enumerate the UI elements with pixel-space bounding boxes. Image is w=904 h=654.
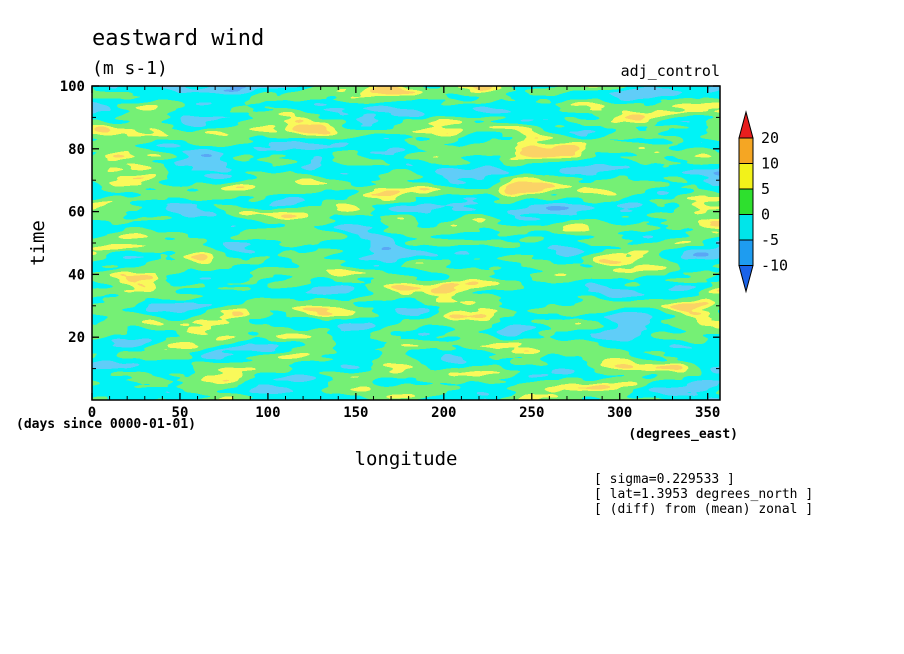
y-tick-label: 60: [68, 205, 85, 221]
run-label: adj_control: [621, 62, 720, 80]
x-tick-label: 50: [172, 405, 189, 421]
x-tick-label: 150: [343, 405, 368, 421]
y-units-label: (days since 0000-01-01): [16, 417, 196, 432]
colorbar-label: 10: [761, 155, 779, 173]
colorbar-segment: [738, 239, 754, 266]
annotation-lat: [ lat=1.3953 degrees_north ]: [594, 487, 813, 502]
y-tick-label: 20: [68, 330, 85, 346]
annotation-diff: [ (diff) from (mean) zonal ]: [594, 502, 813, 517]
x-axis-label: longitude: [355, 448, 458, 470]
annotation-sigma: [ sigma=0.229533 ]: [594, 472, 735, 487]
wind-field: [92, 86, 720, 400]
colorbar-label: 5: [761, 180, 770, 198]
x-tick-label: 0: [88, 405, 96, 421]
colorbar-segment-above-20: [738, 110, 754, 139]
colorbar-segment-below-minus-10: [738, 265, 754, 294]
y-axis: 20 40 60 80 100: [60, 79, 720, 370]
x-axis: 0 50 100 150 200 250 300 350: [88, 86, 720, 421]
colorbar-segment: [738, 163, 754, 190]
x-tick-label: 200: [431, 405, 456, 421]
y-tick-label: 80: [68, 142, 85, 158]
colorbar: 20 10 5 0 -5 -10: [738, 110, 788, 294]
colorbar-label: -10: [761, 257, 788, 275]
colorbar-segment: [738, 137, 754, 164]
y-tick-label: 40: [68, 267, 85, 283]
colorbar-segment: [738, 214, 754, 241]
plot-area: [91, 85, 721, 401]
x-units-label: (degrees_east): [628, 427, 738, 442]
x-tick-label: 250: [519, 405, 544, 421]
x-tick-label: 350: [695, 405, 720, 421]
colorbar-segment: [738, 188, 754, 215]
x-tick-label: 300: [607, 405, 632, 421]
colorbar-label: 20: [761, 129, 779, 147]
x-tick-label: 100: [255, 405, 280, 421]
chart-subtitle: (m s-1): [92, 58, 168, 79]
colorbar-label: -5: [761, 231, 779, 249]
chart-title: eastward wind: [92, 26, 264, 51]
colorbar-label: 0: [761, 206, 770, 224]
y-tick-label: 100: [60, 79, 85, 95]
y-axis-label: time: [27, 220, 49, 266]
